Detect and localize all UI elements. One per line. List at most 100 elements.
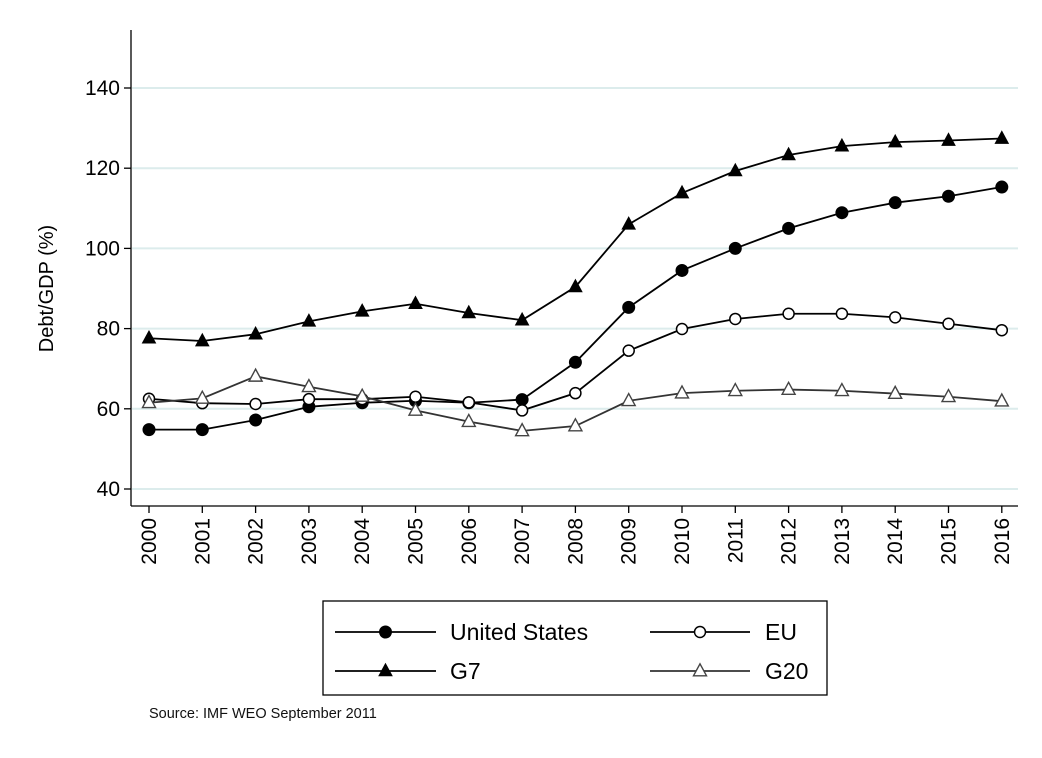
point-eu-2014: [888, 311, 902, 324]
point-g7-2009: [621, 216, 637, 230]
point-eu-2006: [462, 396, 476, 409]
x-tick-label-2012: 2012: [778, 518, 801, 565]
point-g20-2013: [834, 382, 850, 397]
x-tick-label-2011: 2011: [724, 518, 747, 563]
point-g7-2010: [674, 184, 690, 199]
point-g7-2016: [994, 130, 1010, 144]
point-g20-2007: [514, 422, 530, 437]
legend-entry-eu: EU: [650, 619, 797, 645]
point-eu-2009: [622, 344, 635, 357]
point-united-states-2016: [995, 180, 1009, 194]
x-tick-label-2015: 2015: [938, 518, 961, 565]
point-united-states-2012: [782, 221, 796, 235]
legend: United States EU G7 G20: [322, 600, 828, 696]
point-eu-2013: [835, 307, 849, 321]
point-g20-2005: [407, 401, 424, 416]
point-g20-2002: [247, 367, 264, 382]
point-g7-2007: [514, 311, 530, 326]
point-united-states-2009: [622, 300, 636, 314]
legend-entry-g20: G20: [650, 658, 808, 684]
x-tick-label-2010: 2010: [671, 518, 694, 565]
point-united-states-2007: [515, 393, 529, 407]
point-eu-2007: [515, 404, 529, 417]
point-eu-2015: [942, 317, 955, 331]
point-eu-2005: [409, 390, 422, 404]
point-united-states-2013: [835, 206, 849, 220]
axes: 40 60 80 100 120 140 Debt/GDP (%) 2000 2001 2002 2…: [36, 30, 1018, 565]
point-eu-2002: [249, 397, 262, 411]
point-eu-2012: [782, 307, 795, 321]
point-g20-2008: [567, 417, 584, 432]
legend-label-g7: G7: [450, 658, 481, 684]
x-tick-label-2004: 2004: [351, 518, 374, 565]
point-g7-2005: [408, 295, 423, 310]
point-eu-2011: [729, 312, 742, 326]
point-g20-2001: [194, 389, 210, 404]
y-axis-title: Debt/GDP (%): [36, 225, 58, 352]
point-united-states-2014: [888, 196, 902, 210]
y-tick-label-120: 120: [85, 157, 120, 180]
y-tick-label-140: 140: [85, 77, 120, 100]
point-g7-2015: [941, 132, 956, 146]
point-g7-2014: [887, 133, 903, 148]
x-tick-label-2005: 2005: [405, 518, 428, 565]
point-eu-2003: [302, 392, 316, 406]
point-g20-2004: [354, 387, 370, 402]
point-g7-2008: [568, 278, 583, 293]
point-g20-2016: [994, 392, 1010, 407]
point-g20-2015: [940, 388, 957, 403]
x-tick-label-2016: 2016: [991, 518, 1014, 565]
point-united-states-2011: [728, 241, 742, 255]
y-tick-label-100: 100: [85, 237, 120, 260]
point-united-states-2001: [195, 423, 209, 437]
point-g7-2001: [194, 332, 210, 347]
series-g20: [141, 367, 1010, 437]
point-g20-2012: [780, 380, 797, 396]
legend-label-g20: G20: [765, 658, 808, 684]
point-g20-2014: [887, 384, 903, 400]
legend-marker-eu: [693, 625, 707, 639]
x-tick-label-2002: 2002: [245, 518, 268, 565]
point-g7-2003: [301, 313, 317, 327]
point-g7-2012: [781, 146, 796, 161]
point-g7-2004: [354, 303, 370, 317]
legend-marker-united-states: [379, 625, 392, 639]
x-tick-label-2013: 2013: [831, 518, 854, 565]
x-tick-label-2008: 2008: [564, 518, 587, 565]
x-tick-label-2007: 2007: [511, 518, 534, 565]
point-g20-2006: [461, 412, 477, 428]
legend-label-united-states: United States: [450, 619, 588, 645]
x-tick-label-2001: 2001: [191, 518, 214, 565]
point-g7-2011: [727, 162, 743, 177]
x-tick-label-2006: 2006: [458, 518, 481, 565]
point-united-states-2000: [142, 423, 156, 437]
point-g7-2006: [461, 304, 477, 319]
legend-marker-g20: [692, 662, 708, 677]
point-g20-2011: [727, 382, 743, 397]
legend-marker-g7: [378, 662, 393, 677]
source-note: Source: IMF WEO September 2011: [149, 706, 377, 722]
point-g7-2000: [141, 329, 157, 344]
point-united-states-2008: [568, 355, 582, 369]
x-tick-label-2000: 2000: [138, 518, 161, 565]
x-tick-label-2003: 2003: [298, 518, 321, 565]
point-g7-2002: [248, 325, 263, 340]
legend-entry-united-states: United States: [335, 619, 588, 645]
series-g7: [141, 130, 1010, 347]
point-g20-2009: [621, 392, 637, 407]
point-united-states-2010: [675, 263, 689, 277]
point-united-states-2002: [249, 413, 263, 427]
point-g20-2010: [674, 384, 690, 399]
point-eu-2016: [995, 323, 1009, 337]
y-tick-label-80: 80: [97, 318, 120, 341]
point-g20-2000: [141, 394, 157, 409]
point-united-states-2015: [942, 189, 955, 203]
y-tick-label-40: 40: [97, 478, 120, 501]
legend-label-eu: EU: [765, 619, 797, 645]
point-g7-2013: [834, 137, 850, 152]
y-tick-label-60: 60: [97, 398, 120, 421]
point-eu-2008: [569, 386, 582, 400]
series-eu: [142, 307, 1009, 417]
point-eu-2010: [675, 322, 689, 336]
